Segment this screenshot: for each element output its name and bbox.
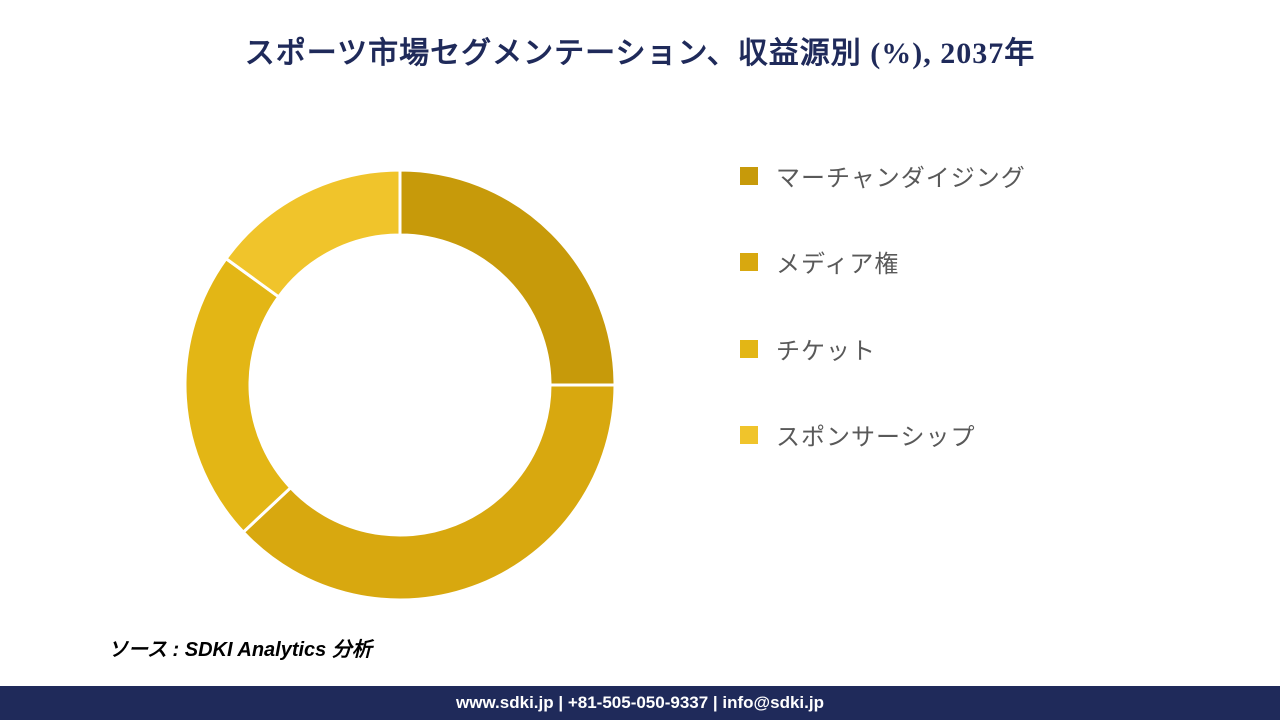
legend-item: メディア権 [740, 246, 1170, 284]
donut-slice [185, 259, 291, 533]
legend-swatch [740, 340, 758, 358]
donut-slice [400, 170, 615, 385]
legend-label: メディア権 [776, 246, 899, 284]
donut-chart: 38% [165, 150, 635, 620]
legend-label: スポンサーシップ [776, 419, 976, 457]
legend-swatch [740, 253, 758, 271]
donut-slice [226, 170, 400, 297]
donut-slice [243, 385, 615, 600]
legend-label: マーチャンダイジング [776, 160, 1026, 198]
footer-text: www.sdki.jp | +81-505-050-9337 | info@sd… [456, 693, 824, 713]
legend-item: チケット [740, 333, 1170, 371]
legend-item: スポンサーシップ [740, 419, 1170, 457]
legend-item: マーチャンダイジング [740, 160, 1170, 198]
legend-swatch [740, 426, 758, 444]
chart-title: スポーツ市場セグメンテーション、収益源別 (%), 2037年 [0, 28, 1280, 72]
source-attribution: ソース : SDKI Analytics 分析 [108, 633, 372, 662]
footer-bar: www.sdki.jp | +81-505-050-9337 | info@sd… [0, 686, 1280, 720]
legend: マーチャンダイジングメディア権チケットスポンサーシップ [740, 160, 1170, 506]
legend-swatch [740, 167, 758, 185]
legend-label: チケット [776, 333, 876, 371]
page-root: { "title": { "text": "スポーツ市場セグメンテーション、収益… [0, 0, 1280, 720]
